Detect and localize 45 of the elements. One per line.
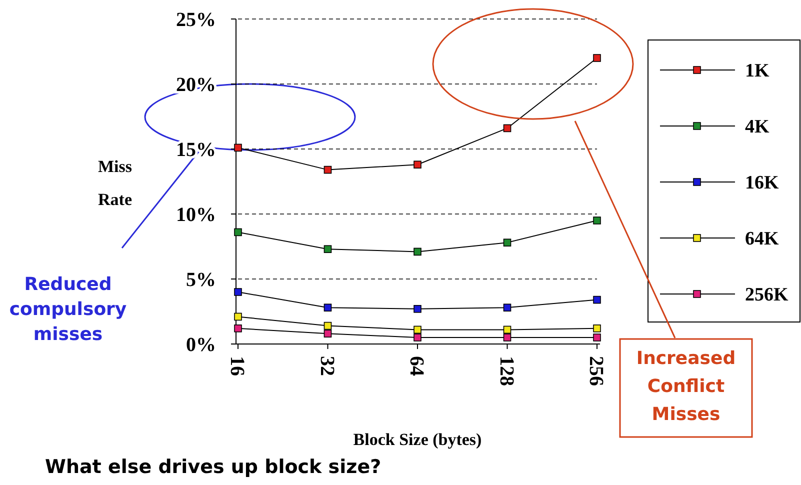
point <box>593 324 601 332</box>
legend-label: 4K <box>745 116 770 138</box>
text: Reduced compulsory misses <box>9 274 127 345</box>
point <box>593 54 601 62</box>
text: Increased Conflict Misses <box>636 348 736 425</box>
point <box>414 248 422 256</box>
legend-label: 1K <box>745 60 770 82</box>
point <box>234 288 242 296</box>
point <box>324 245 332 253</box>
y-tick-label: 10% <box>176 204 216 226</box>
point <box>324 304 332 312</box>
point <box>503 124 512 132</box>
point <box>234 144 242 152</box>
point <box>593 296 601 304</box>
legend-label: 64K <box>745 228 779 250</box>
point <box>593 216 601 224</box>
legend-label: 256K <box>745 284 788 306</box>
point <box>414 160 422 168</box>
point <box>234 324 242 332</box>
x-tick-label: 64 <box>406 356 428 376</box>
point <box>414 305 422 313</box>
point <box>593 334 601 342</box>
point <box>414 326 422 334</box>
y-tick-label: 15% <box>176 139 216 161</box>
y-tick-label: 25% <box>176 9 216 31</box>
point <box>503 326 512 334</box>
y-axis-title: Miss Rate <box>98 157 132 209</box>
text: What else drives up block size? <box>45 456 382 478</box>
point <box>414 334 422 342</box>
x-tick-label: 16 <box>226 356 248 376</box>
x-axis-title: Block Size (bytes) <box>353 430 482 449</box>
x-tick-label: 128 <box>495 356 518 386</box>
point <box>503 334 512 342</box>
y-tick-label: 0% <box>186 334 216 356</box>
point <box>234 312 242 321</box>
point <box>503 304 512 312</box>
x-tick-label: 32 <box>316 356 338 376</box>
legend-label: 16K <box>745 172 779 194</box>
point <box>324 330 332 338</box>
point <box>324 166 332 174</box>
x-tick-label: 256 <box>585 356 607 386</box>
point <box>503 238 512 246</box>
point <box>324 322 332 330</box>
point <box>234 228 242 236</box>
y-tick-label: 5% <box>186 269 216 291</box>
